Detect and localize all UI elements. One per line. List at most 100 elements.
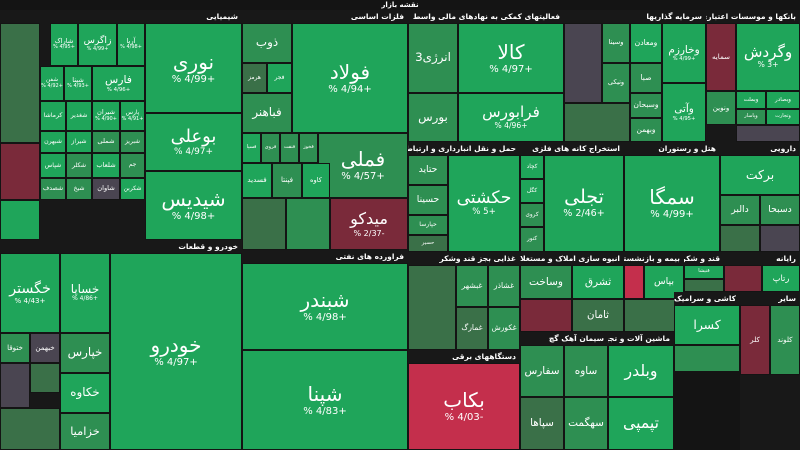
sector-title[interactable]: دستگاههای برقی (452, 352, 516, 361)
stock-tile[interactable]: سمگا +4/99 % (624, 155, 720, 252)
stock-tile[interactable]: دالبر (720, 195, 760, 225)
stock-tile[interactable]: شکلر (66, 153, 92, 178)
stock-tile[interactable]: کسرا (674, 305, 740, 345)
stock-tile[interactable] (564, 23, 602, 103)
stock-tile[interactable]: شبهرن (40, 131, 66, 153)
stock-tile[interactable]: وبهمن (630, 118, 662, 142)
stock-tile[interactable] (0, 23, 40, 143)
stock-tile[interactable] (408, 265, 456, 350)
sector-title[interactable]: حمل و نقل انبارداری و ارتباطات (408, 144, 516, 153)
stock-tile[interactable]: سپاها (520, 397, 564, 450)
stock-tile[interactable]: وساخت (520, 265, 572, 299)
stock-tile[interactable]: غمارگ (456, 307, 488, 350)
sector-title[interactable]: دارویی (770, 144, 796, 153)
stock-tile[interactable]: حتاید (408, 155, 448, 185)
stock-tile[interactable]: شبریز (120, 131, 145, 153)
stock-tile[interactable]: شپنا +4/83 % (242, 350, 408, 450)
stock-tile[interactable]: نوری +4/99 % (145, 23, 242, 113)
sector-title[interactable]: فراورده های نفتی (335, 252, 404, 261)
stock-tile[interactable]: جم (120, 153, 145, 178)
sector-title[interactable]: قند و شکر (684, 254, 720, 263)
stock-tile[interactable]: فولاد +4/94 % (292, 23, 408, 133)
stock-tile[interactable]: فسدید (242, 163, 272, 198)
sector-title[interactable]: فلزات اساسی (350, 12, 404, 21)
stock-tile[interactable]: ونوین (706, 91, 736, 125)
stock-tile[interactable]: شلعاب (92, 153, 120, 178)
stock-tile[interactable]: زاگرس +4/99 % (78, 23, 117, 66)
stock-tile[interactable]: وگردش +3 % (736, 23, 800, 91)
stock-tile[interactable]: سهگمت (564, 397, 608, 450)
stock-tile[interactable]: شپنا +4/93 % (64, 66, 92, 101)
stock-tile[interactable]: سمایه (706, 23, 736, 91)
sector-title[interactable]: غذایی بجز قند وشکر (439, 254, 516, 263)
stock-tile[interactable]: میدکو -2/37 % (330, 198, 408, 250)
stock-tile[interactable]: برکت (720, 155, 800, 195)
stock-tile[interactable]: شملی (92, 131, 120, 153)
stock-tile[interactable]: فپنتا (272, 163, 302, 198)
stock-tile[interactable] (0, 143, 40, 200)
stock-tile[interactable]: شاراک +4/95 % (50, 23, 78, 66)
stock-tile[interactable]: کچاد (520, 155, 544, 179)
sector-title[interactable]: سرمایه گذاریها (646, 12, 702, 21)
stock-tile[interactable]: بکاب -4/03 % (408, 363, 520, 450)
stock-tile[interactable]: وتجارت (766, 109, 800, 125)
stock-tile[interactable]: قنیشا (684, 265, 724, 279)
stock-tile[interactable]: ومعادن (630, 23, 662, 63)
sector-title[interactable]: رایانه (776, 254, 796, 263)
stock-tile[interactable] (760, 225, 800, 252)
sector-title[interactable]: خودرو و قطعات (178, 242, 238, 251)
stock-tile[interactable]: وسینا (602, 23, 630, 63)
stock-tile[interactable]: غکورش (488, 307, 520, 350)
stock-tile[interactable]: شیراز (66, 131, 92, 153)
stock-tile[interactable]: خزامیا (60, 413, 110, 450)
stock-tile[interactable]: شغدیر (66, 101, 92, 131)
stock-tile[interactable]: فرابورس +4/96 % (458, 93, 564, 142)
stock-tile[interactable]: فخوز (299, 133, 318, 163)
stock-tile[interactable] (684, 279, 724, 292)
stock-tile[interactable]: ثامان (572, 299, 624, 332)
stock-tile[interactable]: حپارسا (408, 215, 448, 235)
stock-tile[interactable]: ساوه (564, 345, 608, 397)
stock-tile[interactable]: کلر (740, 305, 770, 375)
stock-tile[interactable] (0, 200, 40, 240)
stock-tile[interactable]: کگل (520, 179, 544, 203)
stock-tile[interactable] (286, 198, 330, 250)
stock-tile[interactable]: فروی (261, 133, 280, 163)
sector-title[interactable]: ماشین آلات و تجهیزات (608, 334, 670, 343)
stock-tile[interactable]: کروی (520, 203, 544, 227)
stock-tile[interactable] (0, 363, 30, 408)
stock-tile[interactable]: پارس +4/91 % (120, 101, 145, 131)
stock-tile[interactable]: غبشهر (456, 265, 488, 307)
stock-tile[interactable]: شپاس (40, 153, 66, 178)
stock-tile[interactable]: تجلی +2/46 % (544, 155, 624, 252)
sector-title[interactable]: سایر (778, 294, 796, 303)
stock-tile[interactable]: غشاذر (488, 265, 520, 307)
stock-tile[interactable] (736, 125, 800, 142)
sector-title[interactable]: سیمان آهک گچ (548, 334, 604, 343)
stock-tile[interactable]: وبملت (736, 91, 766, 109)
stock-tile[interactable]: شاوان (92, 178, 120, 200)
stock-tile[interactable]: خگستر +4/43 % (0, 253, 60, 333)
stock-tile[interactable]: شبندر +4/98 % (242, 263, 408, 350)
stock-tile[interactable]: شیران +4/90 % (92, 101, 120, 131)
stock-tile[interactable]: شیخ (66, 178, 92, 200)
stock-tile[interactable] (674, 345, 740, 372)
stock-tile[interactable]: خودرو +4/97 % (110, 253, 242, 450)
stock-tile[interactable]: کنور (520, 227, 544, 252)
stock-tile[interactable]: هرمز (242, 63, 267, 93)
stock-tile[interactable] (242, 198, 286, 250)
stock-tile[interactable]: رتاپ (762, 265, 800, 292)
stock-tile[interactable]: خبهمن (30, 333, 60, 363)
stock-tile[interactable]: کرماشا (40, 101, 66, 131)
stock-tile[interactable]: خپارس (60, 333, 110, 373)
stock-tile[interactable]: ختوقا (0, 333, 30, 363)
stock-tile[interactable] (30, 363, 60, 393)
sector-title[interactable]: شیمیایی (206, 12, 238, 21)
sector-title[interactable]: فعالیتهای کمکی به نهادهای مالی واسط (412, 12, 560, 21)
stock-tile[interactable]: صبا (630, 63, 662, 93)
stock-tile[interactable]: فنفت (280, 133, 299, 163)
stock-tile[interactable]: خکاوه (60, 373, 110, 413)
stock-tile[interactable]: حسینا (408, 185, 448, 215)
stock-tile[interactable]: خساپا +4/86 % (60, 253, 110, 333)
sector-title[interactable]: هتل و رستوران (658, 144, 716, 153)
